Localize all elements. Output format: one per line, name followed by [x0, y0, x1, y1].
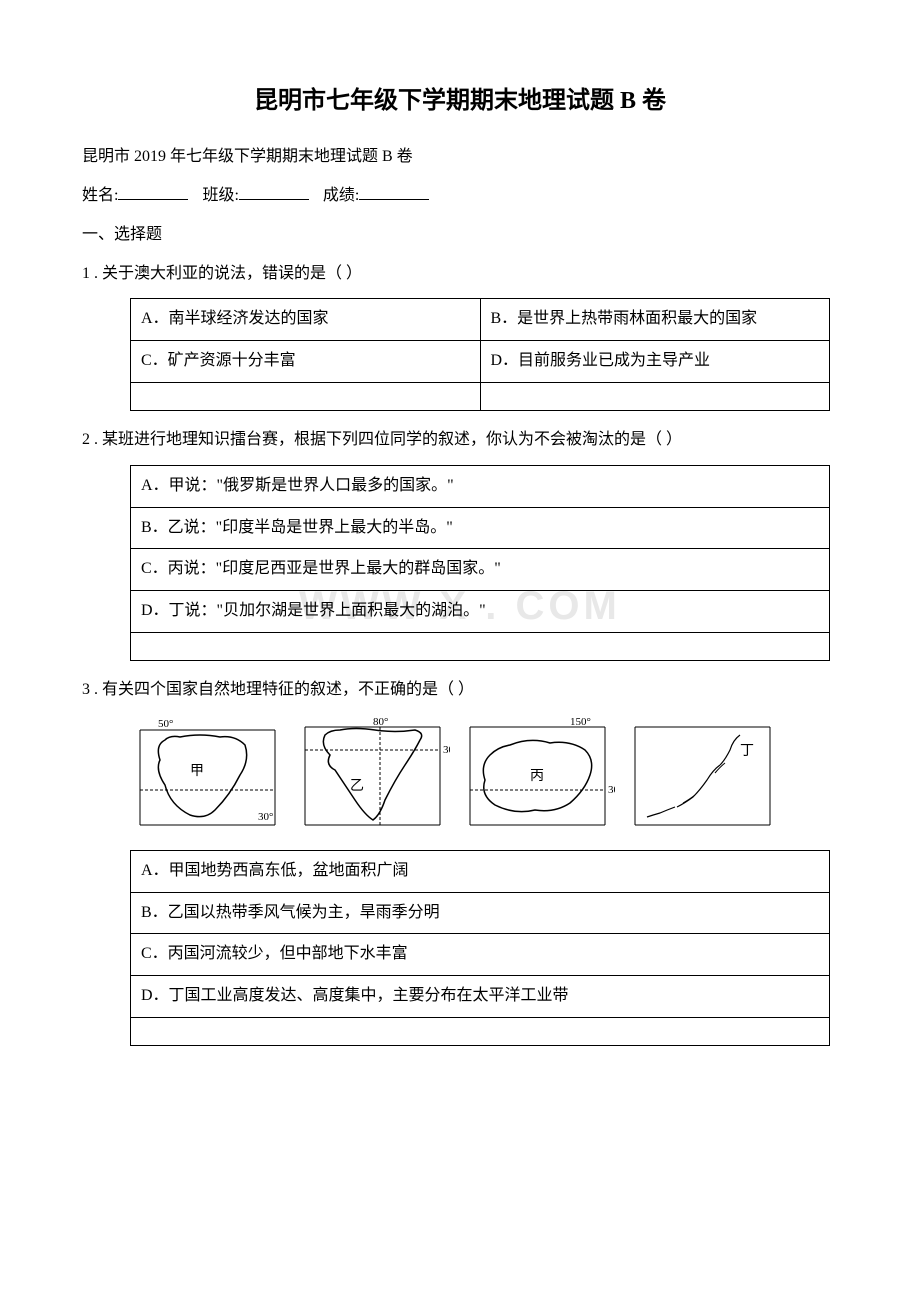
q1-option-b: B．是世界上热带雨林面积最大的国家 — [480, 299, 830, 341]
map2-label: 乙 — [350, 778, 364, 794]
map4-label: 丁 — [740, 744, 754, 759]
q1-option-c: C．矿产资源十分丰富 — [131, 341, 481, 383]
map3-coord-right: 30° — [608, 784, 615, 796]
q3-empty-cell — [131, 1017, 830, 1045]
q3-option-a: A．甲国地势西高东低，盆地面积广阔 — [131, 850, 830, 892]
q2-option-c: C．丙说："印度尼西亚是世界上最大的群岛国家。" — [131, 549, 830, 591]
class-blank[interactable] — [239, 199, 309, 200]
page-title: 昆明市七年级下学期期末地理试题 B 卷 — [50, 80, 870, 123]
question-2-text: 2 . 某班进行地理知识擂台赛，根据下列四位同学的叙述，你认为不会被淘汰的是（ … — [50, 426, 870, 455]
q1-option-a: A．南半球经济发达的国家 — [131, 299, 481, 341]
map-india: 80° 乙 30° — [295, 715, 450, 835]
map1-label: 甲 — [190, 764, 204, 779]
score-label: 成绩: — [323, 187, 359, 204]
q2-text-span: 2 . 某班进行地理知识擂台赛，根据下列四位同学的叙述，你认为不会被淘汰的是（ … — [82, 431, 682, 448]
class-label: 班级: — [202, 187, 238, 204]
q2-option-d: D．丁说："贝加尔湖是世界上面积最大的湖泊。" — [131, 591, 830, 633]
map2-coord-right: 30° — [443, 744, 450, 756]
question-2-options-table: A．甲说："俄罗斯是世界人口最多的国家。" B．乙说："印度半岛是世界上最大的半… — [130, 465, 830, 661]
question-1-options-table: A．南半球经济发达的国家 B．是世界上热带雨林面积最大的国家 C．矿产资源十分丰… — [130, 298, 830, 411]
q2-option-b: B．乙说："印度半岛是世界上最大的半岛。" — [131, 507, 830, 549]
q2-option-a: A．甲说："俄罗斯是世界人口最多的国家。" — [131, 465, 830, 507]
map1-coord-top: 50° — [158, 718, 173, 730]
q3-option-d: D．丁国工业高度发达、高度集中，主要分布在太平洋工业带 — [131, 976, 830, 1018]
score-blank[interactable] — [359, 199, 429, 200]
map2-coord-top: 80° — [373, 716, 388, 728]
form-line: 姓名: 班级: 成绩: — [50, 182, 870, 211]
map-brazil: 50° 甲 30° — [130, 715, 285, 835]
q1-option-d: D．目前服务业已成为主导产业 — [480, 341, 830, 383]
maps-row: 50° 甲 30° 80° 乙 30° 150° — [130, 715, 870, 835]
map1-coord-right: 30° — [258, 811, 273, 823]
question-1-text: 1 . 关于澳大利亚的说法，错误的是（ ） — [50, 260, 870, 289]
q3-option-b: B．乙国以热带季风气候为主，旱雨季分明 — [131, 892, 830, 934]
subtitle: 昆明市 2019 年七年级下学期期末地理试题 B 卷 — [50, 143, 870, 172]
map-australia: 150° 丙 30° — [460, 715, 615, 835]
name-blank[interactable] — [118, 199, 188, 200]
question-3-text: 3 . 有关四个国家自然地理特征的叙述，不正确的是（ ） — [50, 676, 870, 705]
map3-coord-top: 150° — [570, 716, 591, 728]
q1-empty-cell — [480, 382, 830, 410]
q2-empty-cell — [131, 632, 830, 660]
q3-option-c: C．丙国河流较少，但中部地下水丰富 — [131, 934, 830, 976]
name-label: 姓名: — [82, 187, 118, 204]
section-heading: 一、选择题 — [50, 221, 870, 250]
q1-empty-cell — [131, 382, 481, 410]
map-japan: 丁 — [625, 715, 780, 835]
map3-label: 丙 — [530, 769, 544, 784]
question-3-options-table: A．甲国地势西高东低，盆地面积广阔 B．乙国以热带季风气候为主，旱雨季分明 C．… — [130, 850, 830, 1046]
